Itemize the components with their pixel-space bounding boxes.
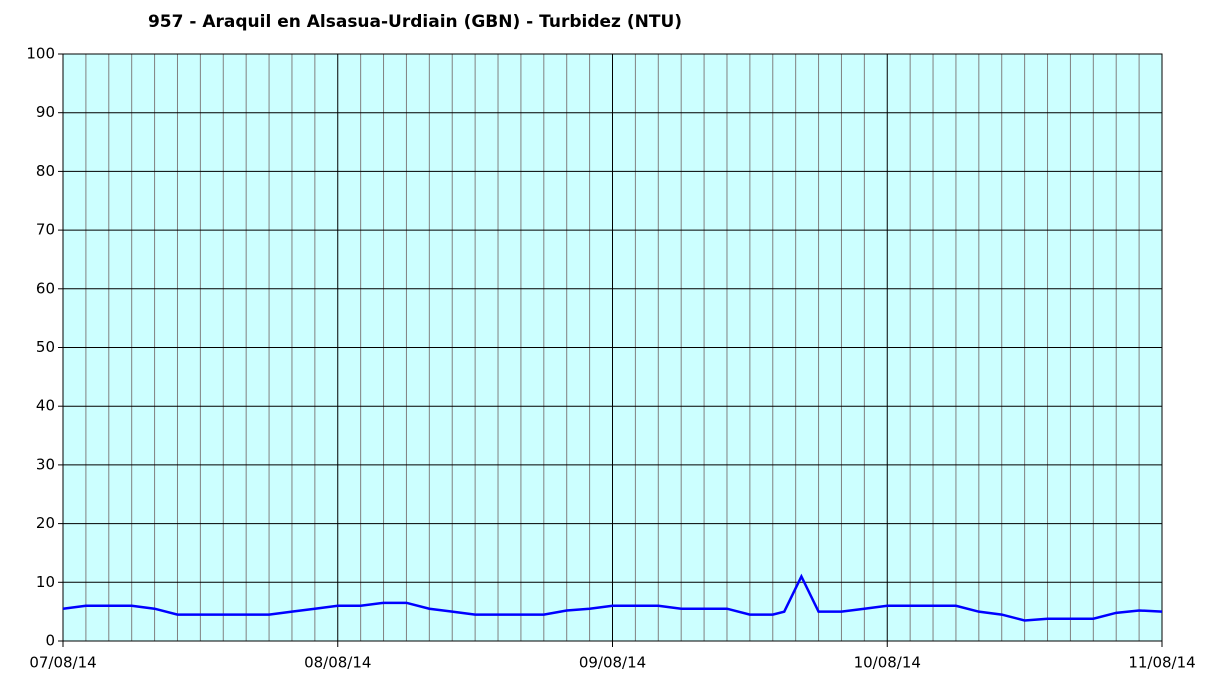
y-tick-label: 100: [26, 45, 55, 63]
data-line: [62, 573, 1163, 622]
y-tick-label: 60: [36, 279, 55, 297]
x-tick-label: 07/08/14: [29, 654, 96, 672]
y-tick-label: 10: [36, 573, 55, 591]
y-tick-label: 0: [45, 632, 55, 650]
y-tick-label: 40: [36, 397, 55, 415]
x-tick-label: 09/08/14: [579, 654, 646, 672]
y-tick-label: 20: [36, 514, 55, 532]
chart-title: 957 - Araquil en Alsasua-Urdiain (GBN) -…: [148, 12, 682, 32]
x-tick-label: 10/08/14: [854, 654, 921, 672]
y-tick-label: 80: [36, 162, 55, 180]
x-tick-label: 08/08/14: [304, 654, 371, 672]
x-tick-label: 11/08/14: [1128, 654, 1195, 672]
y-tick-label: 70: [36, 221, 55, 239]
y-tick-label: 90: [36, 103, 55, 121]
y-tick-label: 30: [36, 455, 55, 473]
y-tick-label: 50: [36, 338, 55, 356]
